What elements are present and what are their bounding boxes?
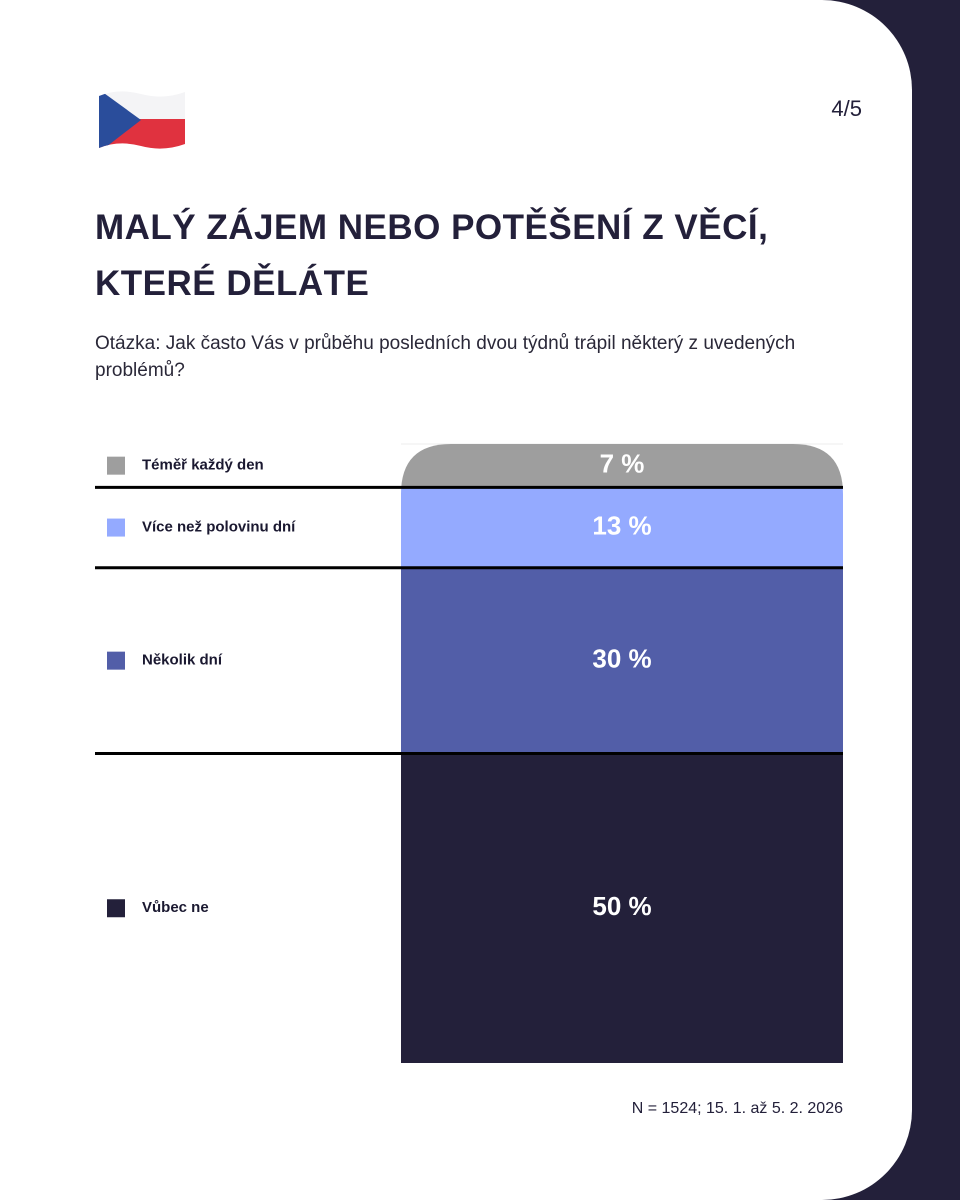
value-label: 30 %: [592, 644, 651, 674]
legend-label: Několik dní: [142, 652, 223, 669]
legend-label: Téměř každý den: [142, 457, 264, 474]
bar-segment: [401, 567, 843, 754]
footnote: N = 1524; 15. 1. až 5. 2. 2026: [631, 1100, 843, 1117]
chart-subtitle: Otázka: Jak často Vás v průběhu poslední…: [95, 333, 796, 381]
legend-label: Více než polovinu dní: [142, 519, 296, 536]
bar-segment: [401, 487, 843, 568]
legend-swatch: [107, 456, 125, 475]
chart: 7 % Téměř každý den 13 % Více než polovinu …: [95, 443, 843, 1063]
value-label: 50 %: [592, 891, 651, 921]
chart-title: MALÝ ZÁJEM NEBO POTĚŠENÍ Z VĚCÍ, KTERÉ D…: [95, 208, 769, 303]
value-label: 13 %: [592, 510, 651, 540]
value-label: 7 %: [600, 449, 645, 479]
flag: [99, 91, 185, 149]
bar-group: [401, 444, 843, 1063]
legend-swatch: [107, 899, 125, 918]
bar-segment: [401, 753, 843, 1063]
legend-label: Vůbec ne: [142, 899, 209, 916]
page-number: 4/5: [831, 96, 862, 121]
legend-swatch: [107, 518, 125, 537]
legend-swatch: [107, 651, 125, 670]
bar-segment: [401, 444, 843, 488]
